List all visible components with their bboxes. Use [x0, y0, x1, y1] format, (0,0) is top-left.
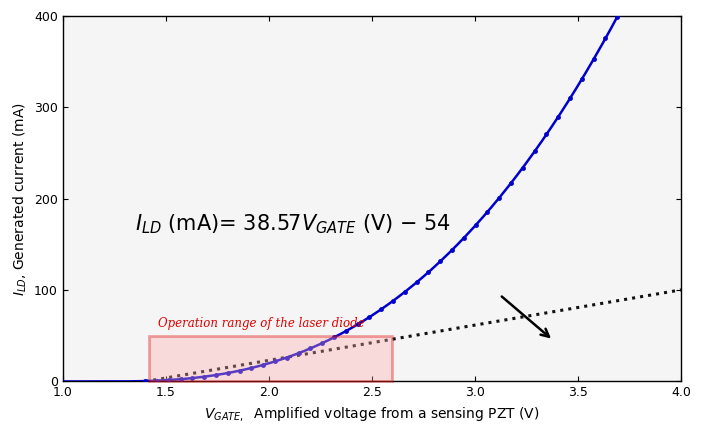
Y-axis label: $I_{LD}$, Generated current (mA): $I_{LD}$, Generated current (mA) [11, 102, 29, 296]
Text: $\mathit{I}_{LD}$ (mA)= 38.57$\mathit{V}_{GATE}$ (V) $-$ 54: $\mathit{I}_{LD}$ (mA)= 38.57$\mathit{V}… [135, 213, 451, 237]
Text: Operation range of the laser diode: Operation range of the laser diode [157, 317, 364, 330]
Bar [150, 336, 392, 381]
X-axis label: $V_{GATE,}$  Amplified voltage from a sensing PZT (V): $V_{GATE,}$ Amplified voltage from a sen… [204, 405, 540, 423]
